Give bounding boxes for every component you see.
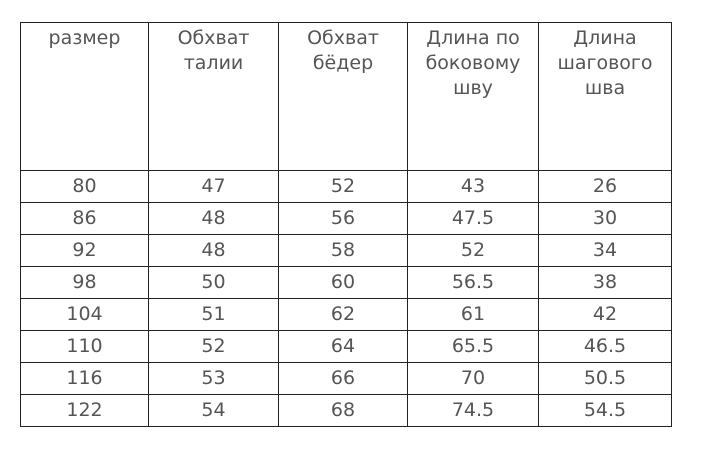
table-cell: 52 [407,234,539,267]
table-cell: 42 [538,298,672,331]
table-cell: 110 [20,330,149,363]
table-cell: 47 [148,170,279,203]
table-body: 80 47 52 43 26 86 48 56 47.5 30 92 48 58 52 34 98 50 60 56… [20,170,672,427]
header-cell: Длина по боковому шву [407,22,539,171]
table-cell: 26 [538,170,672,203]
table-cell: 68 [278,394,408,427]
table-cell: 56.5 [407,266,539,299]
table-cell: 66 [278,362,408,395]
table-cell: 92 [20,234,149,267]
table-row: 86 48 56 47.5 30 [20,202,672,235]
table-cell: 52 [278,170,408,203]
table-cell: 54.5 [538,394,672,427]
table-cell: 54 [148,394,279,427]
header-row: размер Обхват талии Обхват бёдер Длина по б… [20,22,672,171]
size-table: размер Обхват талии Обхват бёдер Длина по б… [20,22,672,427]
table-row: 116 53 66 70 50.5 [20,362,672,395]
table-cell: 122 [20,394,149,427]
table-cell: 70 [407,362,539,395]
table-cell: 86 [20,202,149,235]
table-row: 122 54 68 74.5 54.5 [20,394,672,427]
table-cell: 53 [148,362,279,395]
table-cell: 98 [20,266,149,299]
table-cell: 80 [20,170,149,203]
table-cell: 50 [148,266,279,299]
table-cell: 47.5 [407,202,539,235]
header-cell: Обхват бёдер [278,22,408,171]
table-row: 110 52 64 65.5 46.5 [20,330,672,363]
table-cell: 30 [538,202,672,235]
table-cell: 116 [20,362,149,395]
table-row: 80 47 52 43 26 [20,170,672,203]
header-cell: размер [20,22,149,171]
table-cell: 58 [278,234,408,267]
header-cell: Обхват талии [148,22,279,171]
table-cell: 38 [538,266,672,299]
header-cell: Длина шагового шва [538,22,672,171]
table-cell: 65.5 [407,330,539,363]
table-cell: 50.5 [538,362,672,395]
table-row: 92 48 58 52 34 [20,234,672,267]
table-row: 104 51 62 61 42 [20,298,672,331]
table-cell: 61 [407,298,539,331]
table-cell: 52 [148,330,279,363]
table-cell: 48 [148,234,279,267]
table-row: 98 50 60 56.5 38 [20,266,672,299]
table-cell: 48 [148,202,279,235]
table-cell: 34 [538,234,672,267]
table-cell: 64 [278,330,408,363]
table-cell: 43 [407,170,539,203]
table-cell: 74.5 [407,394,539,427]
table-cell: 56 [278,202,408,235]
table-cell: 46.5 [538,330,672,363]
table-cell: 51 [148,298,279,331]
table-cell: 62 [278,298,408,331]
table-cell: 104 [20,298,149,331]
table-cell: 60 [278,266,408,299]
